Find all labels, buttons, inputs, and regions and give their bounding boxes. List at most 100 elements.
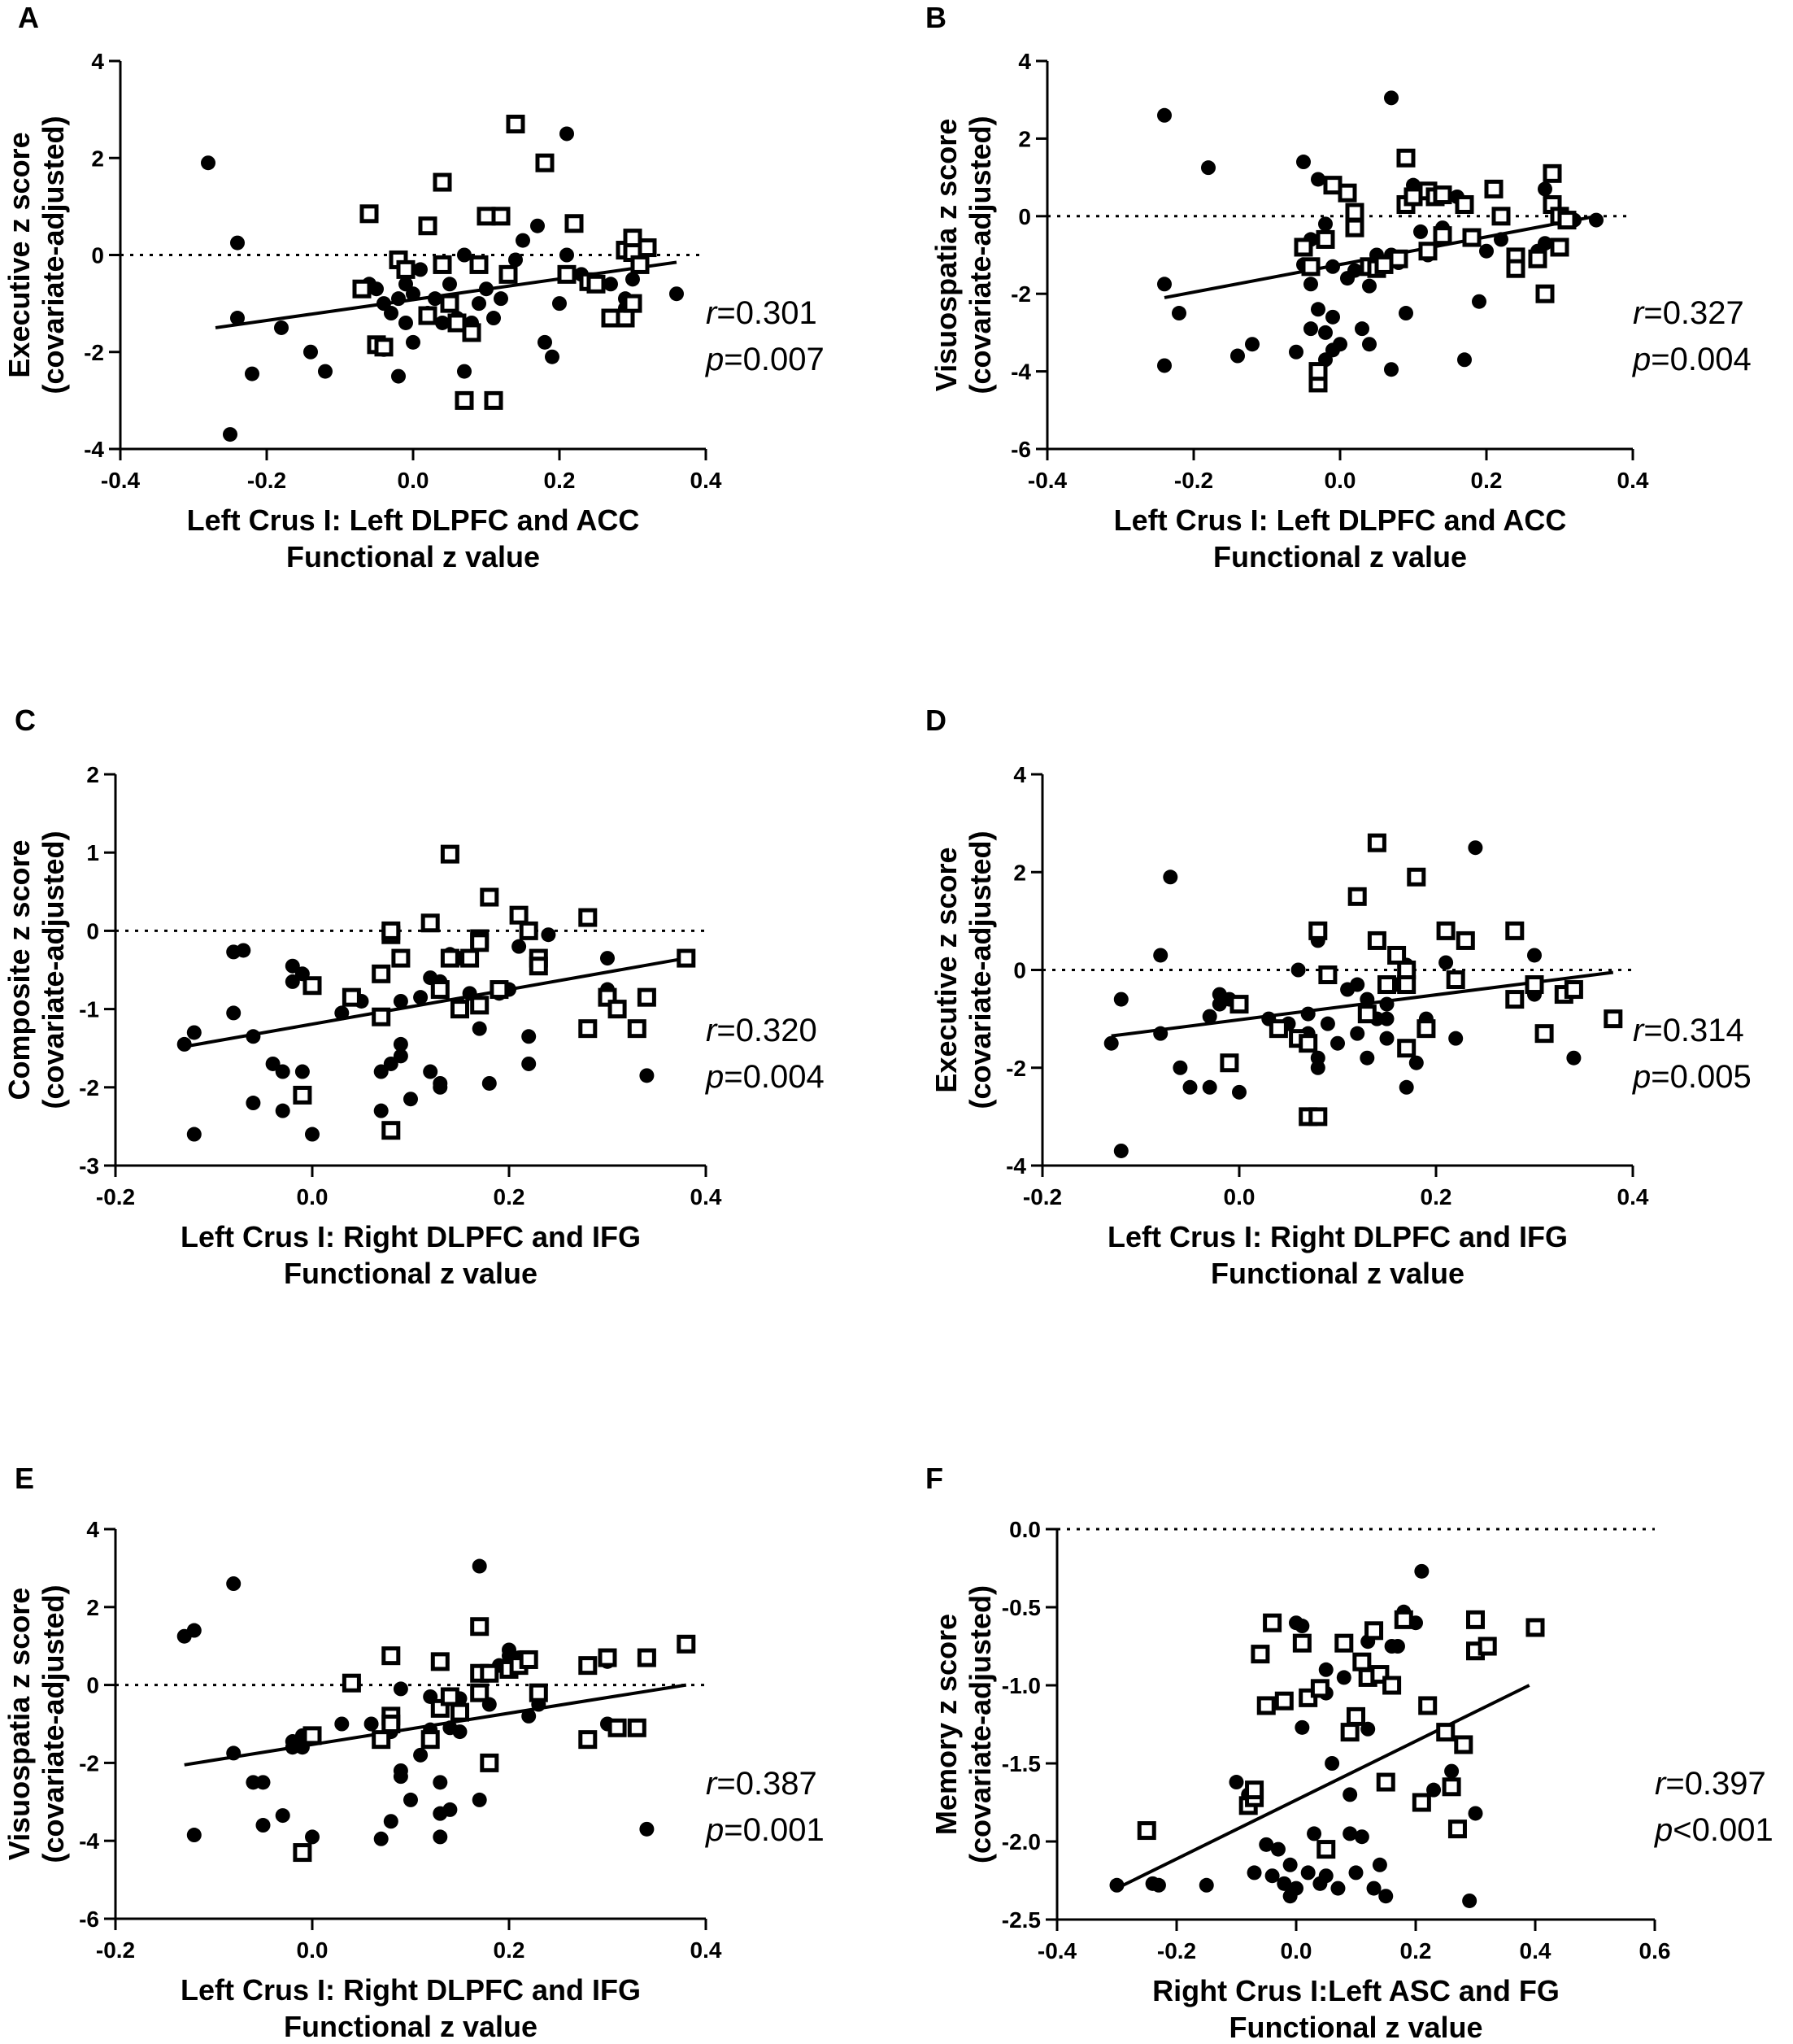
panel-c-point-square [627,1019,646,1039]
panel-a-point-square [396,259,416,279]
panel-c-point-square [372,1007,391,1026]
panel-a-x-label-line-2: Functional z value [286,540,540,573]
panel-e-point-circle [393,1769,408,1785]
panel-f-y-tick-label: -1.0 [1002,1673,1041,1698]
panel-a-point-square [498,264,518,284]
panel-c-stat-p-value: =0.004 [724,1059,824,1095]
panel-f-point-circle [1330,1881,1346,1896]
panel-c-point-square [490,980,509,1000]
panel-d-stat-r-symbol: r [1633,1013,1645,1048]
panel-c-point-circle [413,990,429,1005]
panel-f-point-square [1245,1780,1264,1800]
panel-d-stat-r: r=0.314 [1633,1013,1744,1048]
panel-a-point-circle [457,364,472,379]
panel-f-point-square [1525,1618,1545,1637]
panel-b-y-label-line-1: Visuospatia z score [929,119,963,391]
panel-e-point-circle [255,1818,271,1833]
panel-c-point-circle [521,1029,537,1044]
panel-e-point-square [480,1663,499,1683]
panel-f-point-circle [1307,1826,1322,1841]
panel-f-point-circle [1354,1829,1369,1845]
panel-c-point-circle [285,958,300,974]
panel-b-point-square [1418,242,1438,261]
panel-d-y-tick-label: 0 [1013,958,1026,983]
panel-c-point-square [440,844,459,864]
panel-a-point-square [374,338,394,357]
panel-b-point-circle [1355,321,1369,337]
panel-a-point-square [630,255,650,274]
panel-c-point-circle [246,1096,261,1111]
panel-d-point-square [1367,833,1386,852]
panel-d-point-circle [1232,1084,1247,1100]
panel-c-point-circle [393,993,408,1009]
panel-f-point-circle [1270,1841,1286,1857]
panel-a-point-circle [552,296,567,312]
panel-a-point-square [418,306,437,325]
panel-d-point-square [1308,1107,1328,1127]
panel-d-point-circle [1290,962,1306,978]
panel-c-point-square [293,1085,312,1105]
panel-f-x-tick-label: -0.4 [1038,1938,1077,1963]
panel-c-point-circle [433,1075,448,1091]
panel-b-point-square [1528,249,1547,268]
panel-e-y-tick-label: 2 [86,1595,99,1620]
panel-e-point-circle [373,1831,389,1846]
panel-b-point-square [1550,238,1569,257]
panel-b-point-square [1543,163,1562,183]
panel-b-y-tick-label: -4 [1011,360,1031,385]
panel-c-point-square [430,980,450,1000]
panel-d-x-tick-label: 0.0 [1224,1184,1256,1209]
panel-e-point-circle [472,1792,487,1807]
panel-c-point-circle [285,974,300,989]
panel-b-point-circle [1494,232,1508,247]
panel-e-point-square [302,1726,322,1745]
panel-d-stat-p-value: =0.005 [1651,1059,1751,1095]
panel-d-point-square [1456,930,1475,950]
panel-f-y-tick-label: -0.5 [1002,1595,1041,1620]
panel-c-x-label-line-2: Functional z value [284,1257,537,1290]
panel-b-point-circle [1303,321,1318,337]
panel-f-point-square [1334,1633,1354,1653]
panel-c-point-square [578,908,598,927]
panel-f-point-circle [1289,1881,1303,1896]
panel-e-point-circle [393,1681,408,1697]
panel-a-point-circle [625,272,640,287]
panel-d-y-label-line-2: (covariate-adjusted) [964,830,997,1109]
panel-a-point-circle [398,315,413,330]
panel-a-point-square [477,207,496,226]
panel-d-point-circle [1153,948,1168,963]
panel-c-point-circle [393,1048,408,1064]
panel-e-point-square [637,1648,656,1667]
panel-d-point-circle [1182,1079,1198,1095]
panel-b-point-circle [1296,155,1311,170]
panel-d-point-circle [1163,869,1178,885]
panel-d-point-circle [1320,1016,1335,1031]
panel-f-point-square [1292,1633,1312,1653]
panel-a-x-tick-label: -0.4 [101,468,141,493]
panel-d-point-square [1387,945,1407,965]
panel-c-point-square [637,987,656,1007]
panel-b-point-circle [1362,278,1377,294]
panel-d-x-label-line-1: Left Crus I: Right DLPFC and IFG [1108,1220,1568,1253]
panel-f-point-circle [1151,1877,1166,1893]
panel-b-point-square [1301,257,1321,277]
panel-b-point-circle [1318,216,1333,232]
panel-f-point-square [1316,1840,1336,1859]
panel-b-point-circle [1362,337,1377,352]
panel-e-stat-r: r=0.387 [706,1766,817,1802]
panel-c-y-tick-label: 1 [86,840,99,865]
panel-b-y-tick-label: 0 [1018,204,1031,229]
panel-b-point-circle [1538,181,1552,197]
panel-b-y-tick-label: 4 [1018,49,1031,74]
panel-c-stat-r-symbol: r [706,1013,718,1048]
panel-e-y-label-line-2: (covariate-adjusted) [37,1584,70,1863]
panel-b: B -6 -4 -2 0 2 4 -0.4 -0.2 0.0 0.2 0.4 Left Crus I: … [925,1,1752,573]
panel-f-point-circle [1372,1857,1387,1872]
panel-b-point-circle [1201,160,1216,176]
panel-e-point-square [381,1715,401,1733]
panel-d-point-square [1318,965,1338,985]
panel-d-point-circle [1202,1009,1217,1024]
panel-f-y-tick-label: 0.0 [1009,1517,1041,1542]
panel-e-point-circle [363,1716,379,1732]
panel-a-point-circle [559,126,574,142]
